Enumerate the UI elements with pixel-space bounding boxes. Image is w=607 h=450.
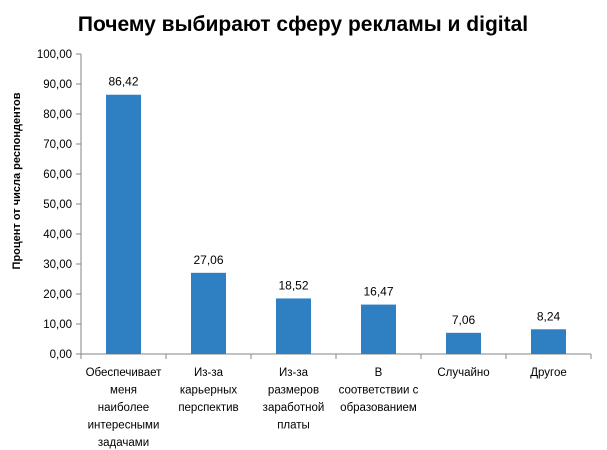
data-label: 18,52 <box>278 278 308 292</box>
y-tick-label: 100,00 <box>37 49 72 61</box>
data-label: 8,24 <box>537 309 561 323</box>
category-label: Обеспечивает меня наиболее интересными задач… <box>86 367 163 449</box>
bar <box>191 272 226 354</box>
category-labels-group: Обеспечивает меня наиболее интересными задач… <box>86 367 567 449</box>
data-label: 16,47 <box>363 285 393 299</box>
category-label: Из-за карьерных перспектив <box>178 367 238 414</box>
data-label: 7,06 <box>452 313 476 327</box>
y-tick-label: 80,00 <box>43 109 72 121</box>
bar <box>276 298 311 354</box>
y-tick-label: 60,00 <box>43 169 72 181</box>
y-tick-label: 0,00 <box>50 349 72 361</box>
bar <box>531 329 566 354</box>
category-label: Другое <box>530 367 567 379</box>
bars-group <box>106 94 566 355</box>
y-axis-label: Процент от числа респондентов <box>11 92 23 269</box>
y-tick-label: 40,00 <box>43 229 72 241</box>
bar <box>106 94 141 355</box>
y-tick-label: 20,00 <box>43 289 72 301</box>
bar <box>446 332 481 354</box>
x-axis <box>80 353 592 359</box>
data-label: 27,06 <box>193 253 223 267</box>
y-tick-label: 50,00 <box>43 199 72 211</box>
category-label: Случайно <box>437 367 489 379</box>
y-tick-label: 70,00 <box>43 139 72 151</box>
chart-title: Почему выбирают сферу рекламы и digital <box>78 13 528 36</box>
y-tick-label: 30,00 <box>43 259 72 271</box>
bar <box>361 304 396 354</box>
category-label: Из-за размеров заработной платы <box>263 367 325 432</box>
y-tick-label: 90,00 <box>43 79 72 91</box>
y-axis: 0,00 10,00 20,00 30,00 40,00 50,00 60,00 70,00 8… <box>37 49 82 361</box>
data-label: 86,42 <box>108 75 138 89</box>
y-tick-label: 10,00 <box>43 319 72 331</box>
data-labels-group: 86,42 27,06 18,52 16,47 7,06 8,24 <box>108 75 560 327</box>
